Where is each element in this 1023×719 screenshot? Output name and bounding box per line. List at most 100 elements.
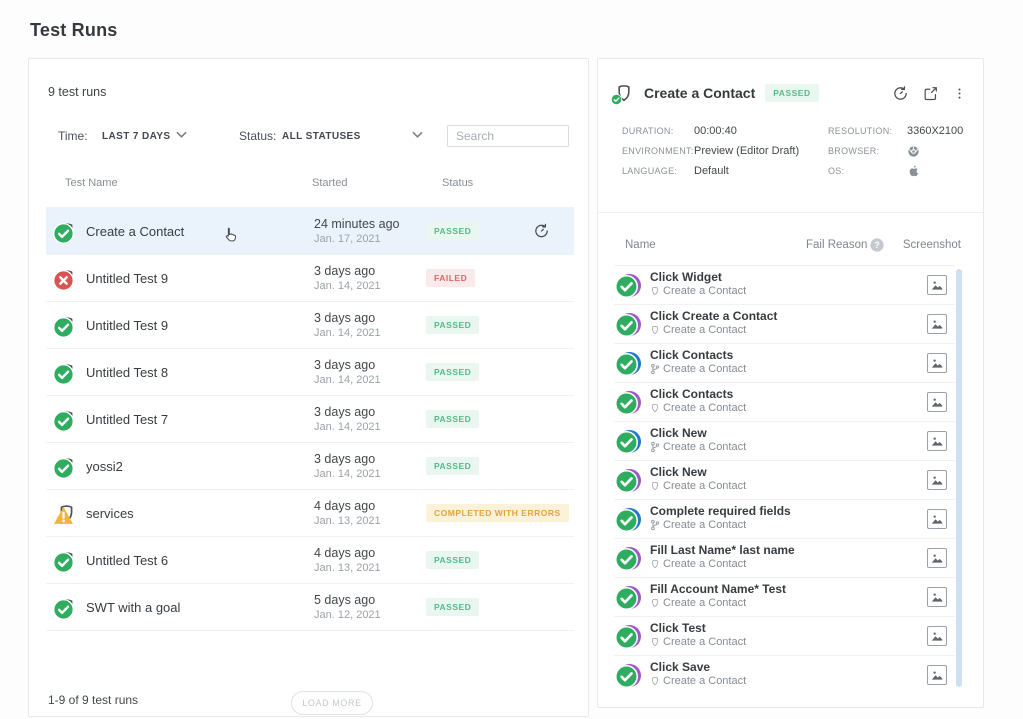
test-name: Untitled Test 6 [86,552,169,568]
step-parent-label: Create a Contact [663,285,747,297]
screenshot-thumbnail[interactable] [927,431,947,451]
table-row[interactable]: yossi2 3 days ago Jan. 14, 2021 PASSED [46,443,574,490]
started-relative: 24 minutes ago [314,217,400,231]
step-name: Click Contacts [650,387,734,401]
duration-value: 00:00:40 [694,125,737,137]
step-name: Click New [650,465,707,479]
started-date: Jan. 13, 2021 [314,562,381,574]
table-row[interactable]: Untitled Test 9 3 days ago Jan. 14, 2021 … [46,302,574,349]
screenshot-thumbnail[interactable] [927,587,947,607]
screenshot-thumbnail[interactable] [927,470,947,490]
column-header-step-name: Name [625,239,656,251]
component-icon [650,441,660,453]
step-row[interactable]: Click Create a Contact Create a Contact [614,305,955,344]
column-header-status: Status [442,177,474,189]
shield-icon [650,597,660,609]
load-more-button[interactable]: LOAD MORE [291,691,373,715]
chevron-down-icon[interactable] [176,131,187,139]
step-row[interactable]: Click New Create a Contact [614,422,955,461]
step-name: Fill Account Name* Test [650,582,787,596]
resolution-value: 3360X2100 [907,125,964,137]
step-row[interactable]: Complete required fields Create a Contac… [614,500,955,539]
started-date: Jan. 14, 2021 [314,280,381,292]
time-filter-label: Time: [58,129,88,143]
time-filter-select[interactable]: LAST 7 DAYS [102,131,171,142]
fast-forward-step-icon [618,469,641,492]
scrollbar-thumb[interactable] [956,269,962,687]
step-name: Click New [650,426,707,440]
run-meta: DURATION: 00:00:40 RESOLUTION: 3360X2100… [622,121,969,181]
table-row[interactable]: Untitled Test 6 4 days ago Jan. 13, 2021 … [46,537,574,584]
table-row[interactable]: services 4 days ago Jan. 13, 2021 COMPLET… [46,490,574,537]
status-badge: PASSED [426,598,480,616]
step-parent-label: Create a Contact [663,363,747,375]
screenshot-thumbnail[interactable] [927,665,947,685]
rerun-icon[interactable] [533,223,550,240]
environment-label: ENVIRONMENT: [622,146,694,156]
shield-passed-icon [56,221,77,242]
started-date: Jan. 14, 2021 [314,374,381,386]
step-name: Fill Last Name* last name [650,543,795,557]
rerun-icon[interactable] [892,85,909,102]
table-row[interactable]: Untitled Test 8 3 days ago Jan. 14, 2021 … [46,349,574,396]
fast-forward-step-icon [618,391,641,414]
column-header-started: Started [312,177,348,189]
step-row[interactable]: Click Widget Create a Contact [614,266,955,305]
screenshot-thumbnail[interactable] [927,626,947,646]
test-name: Untitled Test 7 [86,411,169,427]
resolution-label: RESOLUTION: [828,126,893,136]
table-row[interactable]: Untitled Test 9 3 days ago Jan. 14, 2021 … [46,255,574,302]
step-name: Click Contacts [650,348,734,362]
status-badge: PASSED [426,410,480,428]
screenshot-thumbnail[interactable] [927,509,947,529]
column-header-screenshot: Screenshot [902,239,961,251]
test-runs-count: 9 test runs [48,85,107,99]
test-name: Untitled Test 9 [86,270,169,286]
search-input[interactable] [447,125,569,147]
step-parent-label: Create a Contact [663,441,747,453]
chat-step-icon [618,430,641,453]
step-parent-label: Create a Contact [663,324,747,336]
divider [598,212,983,213]
step-row[interactable]: Click New Create a Contact [614,461,955,500]
screenshot-thumbnail[interactable] [927,548,947,568]
started-relative: 3 days ago [314,311,376,325]
table-row[interactable]: Untitled Test 7 3 days ago Jan. 14, 2021 … [46,396,574,443]
test-name: Untitled Test 8 [86,364,169,380]
help-icon[interactable] [870,238,884,252]
step-row[interactable]: Click Save Create a Contact [614,656,955,689]
test-runs-panel: 9 test runs Time: LAST 7 DAYS Status: AL… [28,58,589,717]
screenshot-thumbnail[interactable] [927,275,947,295]
screenshot-thumbnail[interactable] [927,392,947,412]
fast-forward-step-icon [618,313,641,336]
column-header-test-name: Test Name [65,177,118,189]
shield-icon [650,480,660,492]
fast-forward-step-icon [618,586,641,609]
chevron-down-icon[interactable] [412,131,423,139]
shield-passed-icon [56,550,77,571]
environment-value: Preview (Editor Draft) [694,145,800,157]
shield-passed-icon [614,83,634,103]
status-filter-select[interactable]: ALL STATUSES [282,131,361,142]
steps-list: Click Widget Create a Contact Click Crea… [614,265,955,689]
step-row[interactable]: Click Test Create a Contact [614,617,955,656]
step-name: Click Widget [650,270,722,284]
step-parent-label: Create a Contact [663,480,747,492]
browser-label: BROWSER: [828,146,880,156]
pagination-range: 1-9 of 9 test runs [48,693,139,707]
step-row[interactable]: Fill Last Name* last name Create a Conta… [614,539,955,578]
fast-forward-step-icon [618,274,641,297]
shield-icon [650,636,660,648]
share-icon[interactable] [922,85,939,102]
table-row[interactable]: SWT with a goal 5 days ago Jan. 12, 2021 … [46,584,574,631]
screenshot-thumbnail[interactable] [927,353,947,373]
step-row[interactable]: Click Contacts Create a Contact [614,383,955,422]
screenshot-thumbnail[interactable] [927,314,947,334]
status-badge: COMPLETED WITH ERRORS [426,504,569,522]
table-row[interactable]: Create a Contact 24 minutes ago Jan. 17, … [46,208,574,255]
started-relative: 3 days ago [314,358,376,372]
step-row[interactable]: Click Contacts Create a Contact [614,344,955,383]
kebab-menu-icon[interactable] [952,85,967,102]
language-label: LANGUAGE: [622,166,678,176]
step-row[interactable]: Fill Account Name* Test Create a Contact [614,578,955,617]
